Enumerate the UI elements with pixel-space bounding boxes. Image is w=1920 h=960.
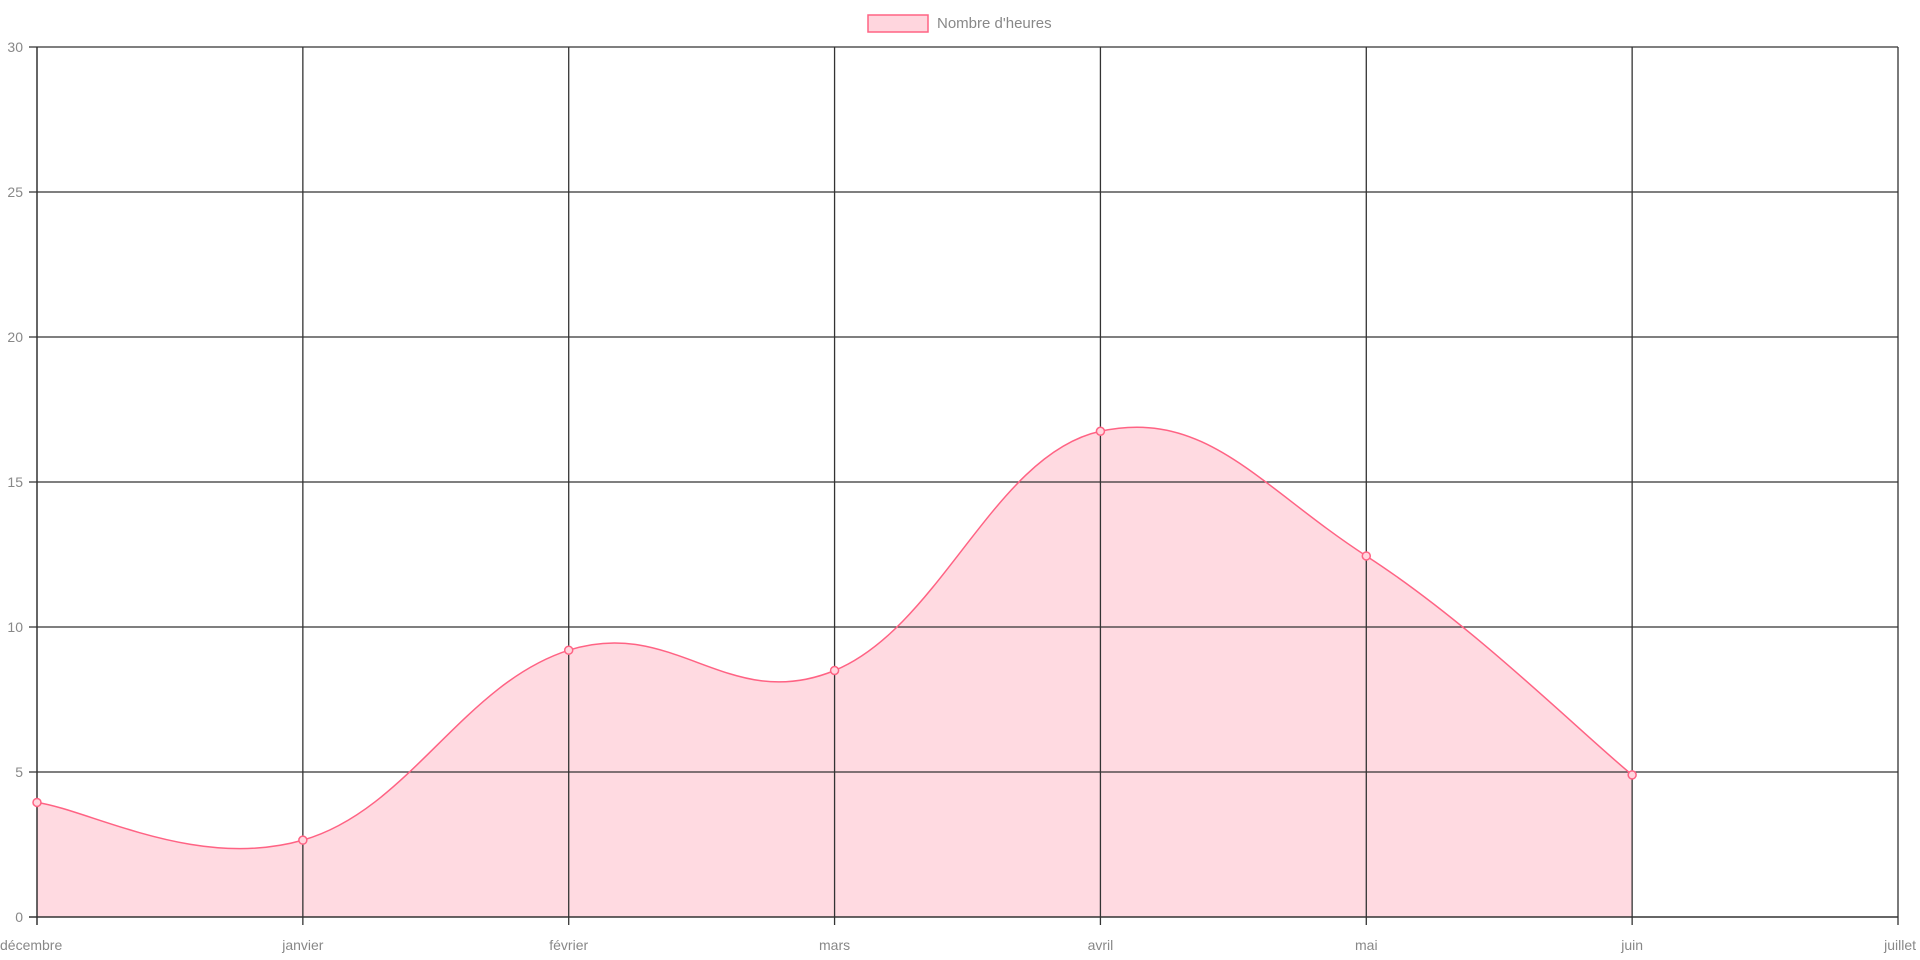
data-point[interactable]	[563, 645, 574, 655]
x-tick-label: juillet	[1883, 937, 1916, 953]
data-point[interactable]	[1361, 551, 1372, 561]
grid	[29, 46, 1899, 925]
x-tick-label: janvier	[281, 937, 324, 953]
x-tick-label: juin	[1620, 937, 1643, 953]
data-point[interactable]	[32, 797, 42, 808]
x-tick-label: décembre	[0, 937, 62, 953]
legend-label[interactable]: Nombre d'heures	[937, 15, 1052, 32]
y-axis-ticks: 0 5 10 15 20 25 30	[7, 39, 23, 925]
legend-swatch[interactable]	[867, 14, 929, 33]
y-tick-label: 30	[7, 39, 23, 55]
data-point[interactable]	[298, 835, 308, 845]
x-axis-ticks: décembre janvier février mars avril mai juin ju…	[0, 937, 1916, 953]
y-tick-label: 0	[15, 909, 23, 925]
x-tick-label: mars	[819, 937, 850, 953]
data-points	[32, 426, 1637, 850]
x-tick-label: avril	[1088, 937, 1114, 953]
x-tick-label: février	[549, 937, 588, 953]
y-tick-label: 5	[15, 764, 23, 780]
data-point[interactable]	[829, 665, 840, 676]
data-point[interactable]	[1627, 770, 1637, 780]
y-tick-label: 10	[7, 619, 23, 635]
legend[interactable]: Nombre d'heures	[867, 14, 1052, 33]
y-tick-label: 25	[7, 184, 23, 200]
x-tick-label: mai	[1355, 937, 1378, 953]
y-tick-label: 20	[7, 329, 23, 345]
y-tick-label: 15	[7, 474, 23, 490]
data-point[interactable]	[1095, 426, 1106, 436]
